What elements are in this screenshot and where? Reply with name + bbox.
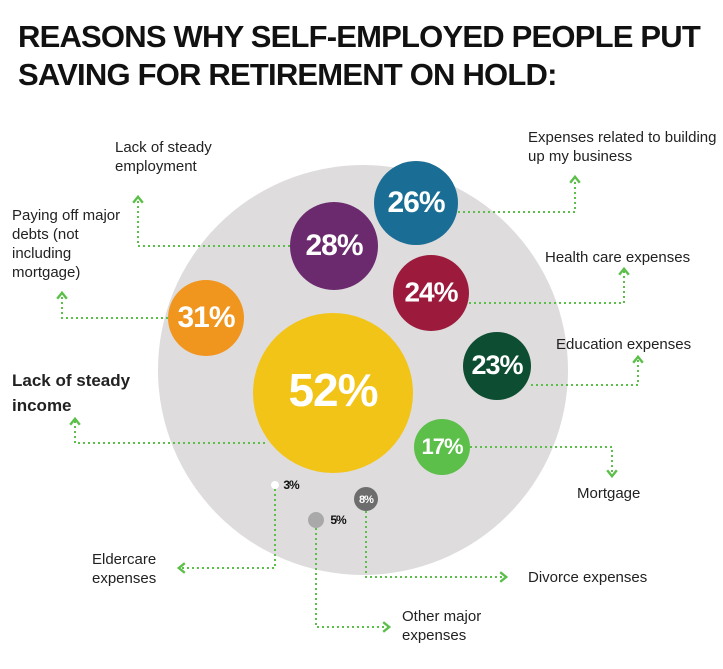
bubble [374, 161, 458, 245]
value-label: 52% [288, 364, 377, 416]
value-label: 24% [404, 276, 458, 307]
category-label: Education expenses [556, 336, 692, 353]
category-label: Lack of steady income [12, 371, 131, 415]
value-label: 31% [177, 301, 234, 334]
connector [315, 528, 392, 633]
connector [470, 446, 618, 479]
category-label: Paying off major debts (not including mo… [12, 207, 121, 281]
value-label: 17% [421, 434, 462, 459]
category-label: Expenses related to building up my busin… [528, 129, 717, 165]
value-label: 5% [330, 513, 347, 527]
connector [56, 290, 168, 319]
connector [531, 354, 644, 386]
bubble [308, 512, 324, 528]
value-label: 28% [305, 229, 362, 262]
category-label: Other major expenses [402, 608, 482, 644]
bubble [463, 332, 531, 400]
connector [176, 489, 276, 574]
category-label: Divorce expenses [528, 569, 648, 586]
connector [458, 174, 581, 213]
category-label: Lack of steady employment [115, 139, 212, 175]
bubble [290, 202, 378, 290]
value-label: 3% [283, 478, 300, 492]
bubble [393, 255, 469, 331]
connector [69, 416, 265, 444]
bubble [414, 419, 470, 475]
connectors [56, 174, 644, 633]
category-label: Health care expenses [545, 249, 691, 266]
value-label: 8% [359, 494, 374, 506]
category-label: Mortgage [577, 485, 641, 502]
value-label: 26% [387, 186, 444, 219]
bubble [271, 481, 279, 489]
connector [469, 266, 630, 304]
bubble [253, 313, 413, 473]
connector [365, 511, 509, 583]
chart-title: REASONS WHY SELF-EMPLOYED PEOPLE PUT SAV… [18, 19, 701, 92]
bubble [354, 487, 378, 511]
connector [132, 194, 290, 247]
bubble [168, 280, 244, 356]
category-label: Eldercare expenses [92, 551, 157, 587]
value-label: 23% [471, 350, 523, 380]
